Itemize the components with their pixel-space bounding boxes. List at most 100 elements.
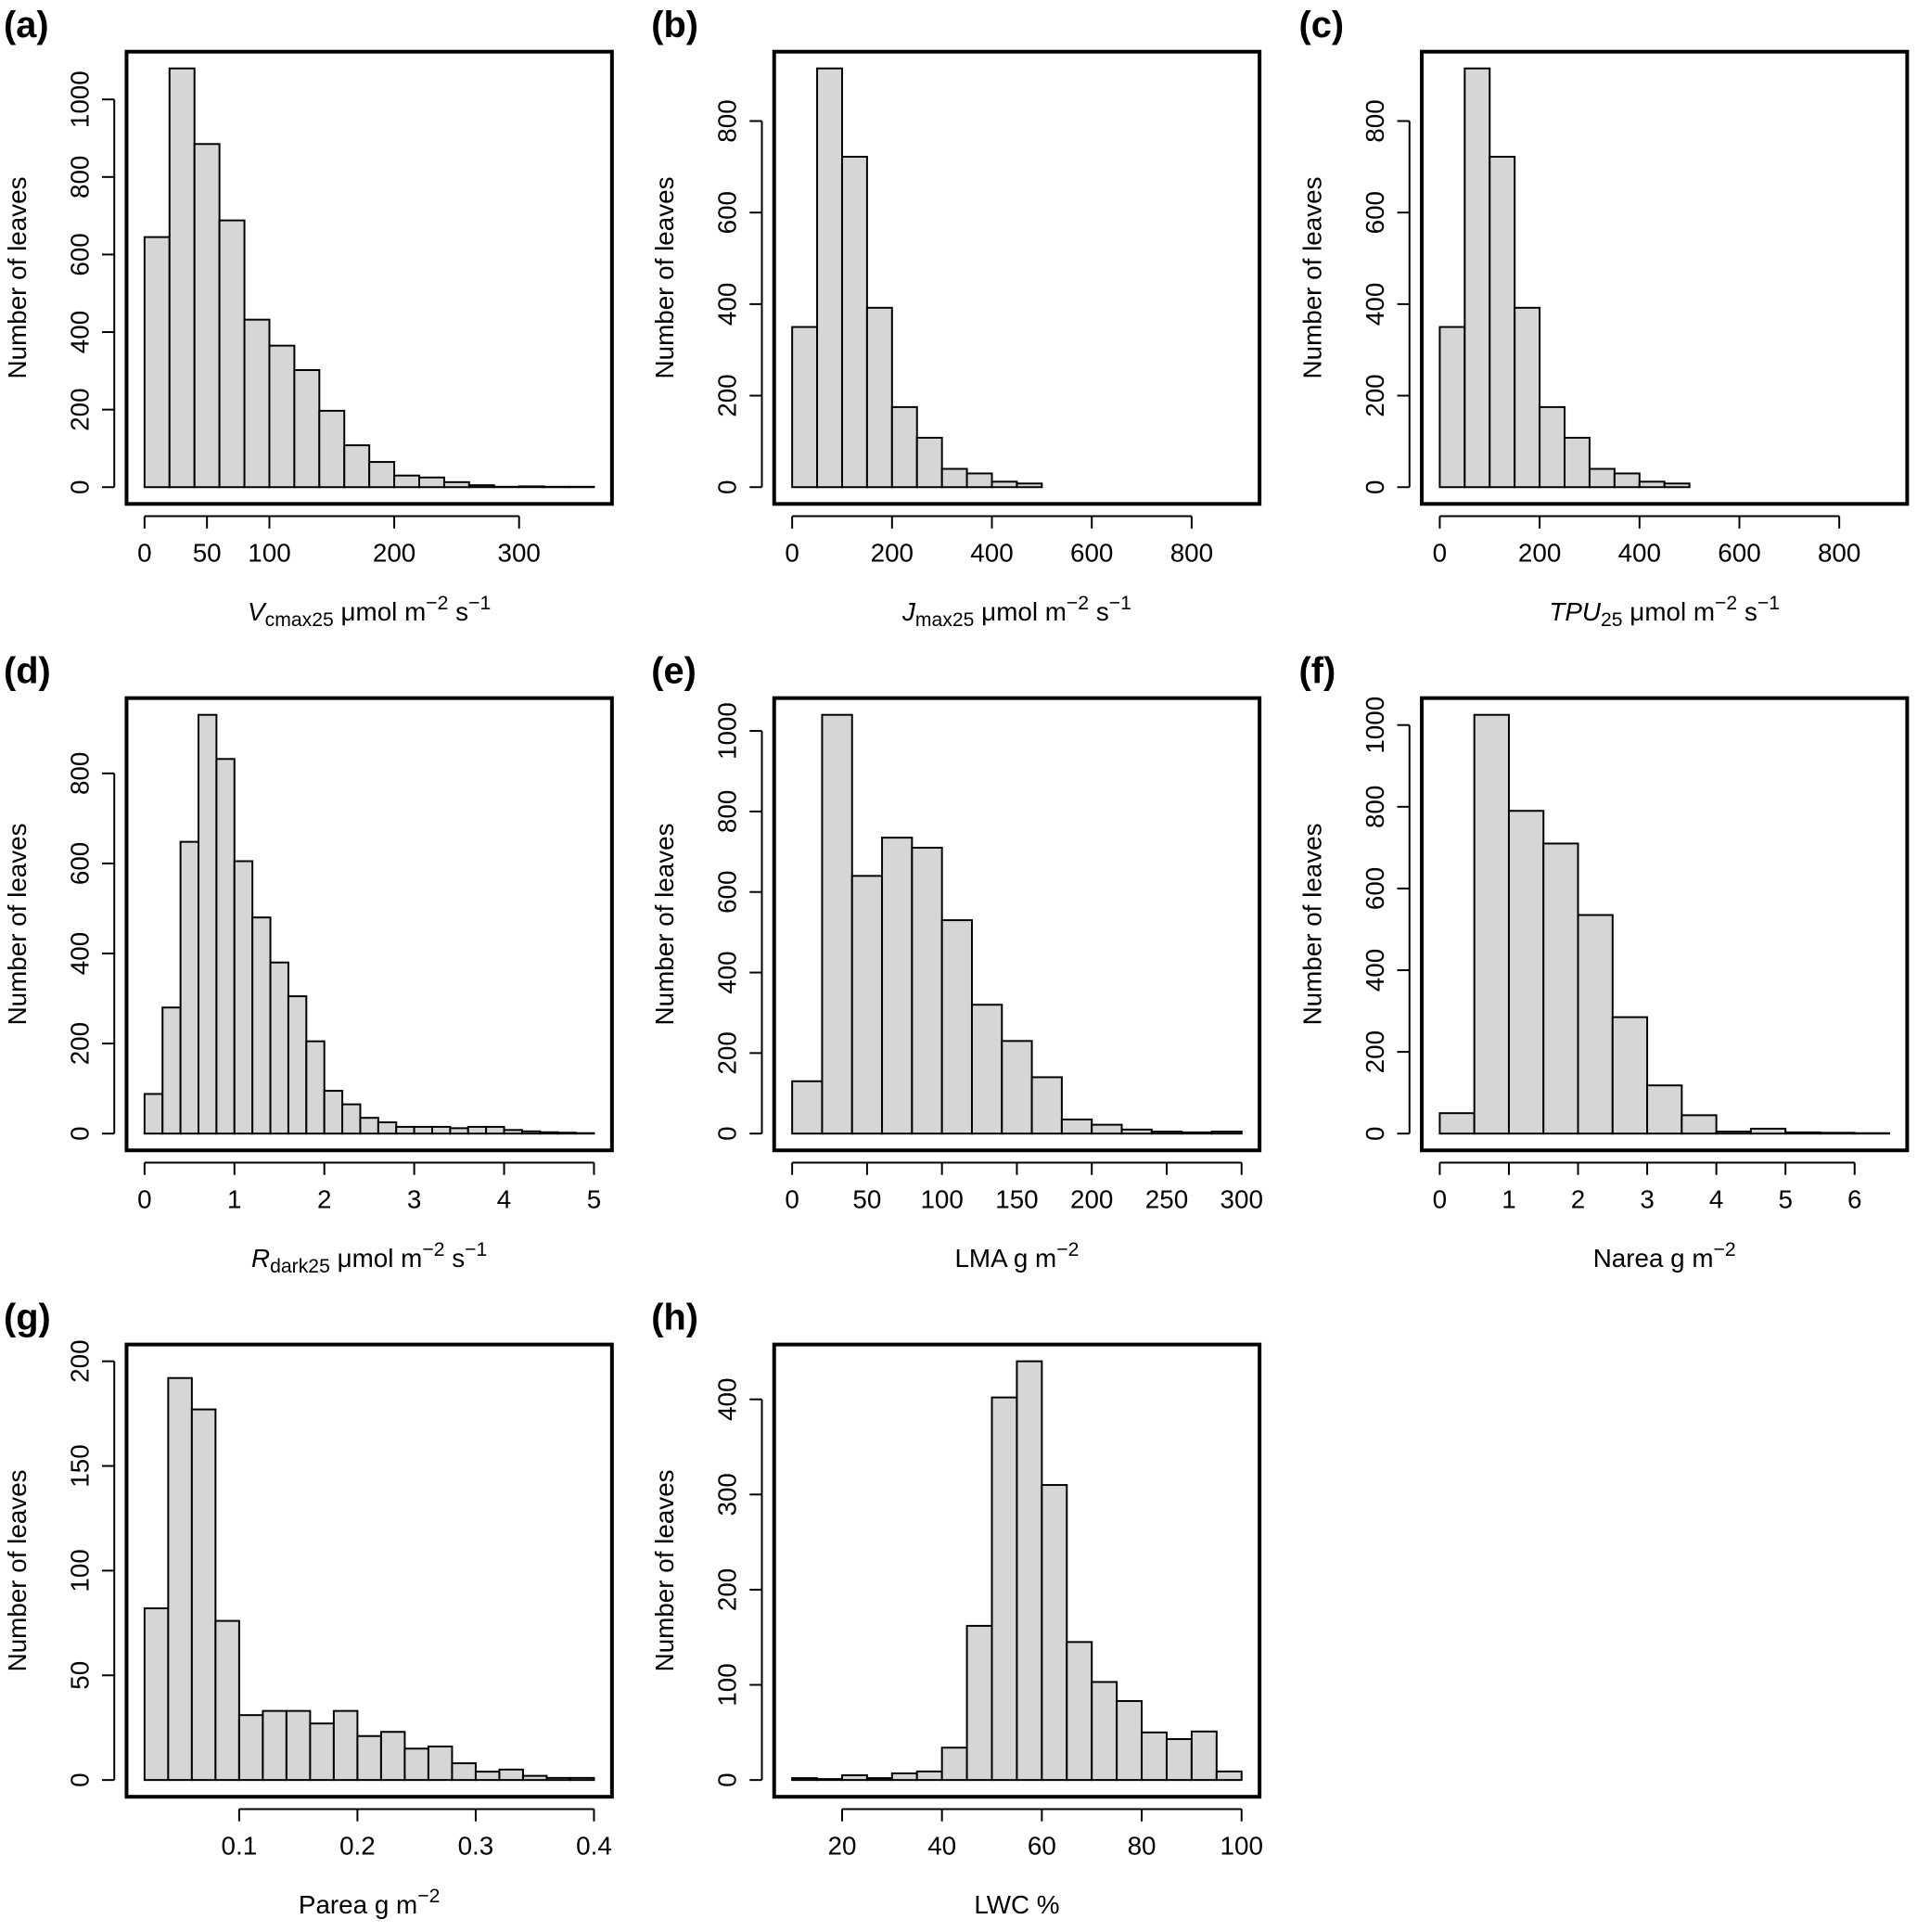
x-tick-label: 0.1: [222, 1831, 258, 1860]
histogram-bar: [890, 405, 918, 489]
histogram-bar: [427, 1746, 454, 1782]
histogram-bar: [1507, 810, 1545, 1135]
y-tick-label: 200: [713, 1031, 742, 1074]
histogram-bar: [1715, 1130, 1752, 1135]
x-label-segment: −1: [465, 1240, 487, 1261]
histogram-bar: [318, 409, 346, 489]
histogram-bar: [449, 1127, 469, 1135]
panel-d: 0 1 2 3 4 5 0 200 400 600 800 Number of leaves Rdark…: [3, 651, 614, 1277]
histogram-bar: [1016, 482, 1043, 489]
histogram-bar: [293, 368, 321, 489]
histogram-bar: [179, 840, 200, 1135]
histogram-bar: [403, 1747, 429, 1782]
x-tick-label: 0: [1433, 539, 1447, 568]
y-tick-label: 0: [713, 1126, 742, 1140]
x-label-segment: −1: [468, 594, 491, 615]
y-tick-label: 0: [1361, 480, 1389, 494]
x-label-segment: −2: [1056, 1240, 1079, 1261]
histogram-bar: [1030, 1076, 1063, 1135]
histogram-bar: [190, 1408, 217, 1782]
histogram-bar: [341, 1103, 362, 1135]
y-tick-label: 600: [713, 871, 742, 914]
x-tick-label: 0: [137, 1185, 151, 1214]
x-tick-label: 50: [852, 1185, 881, 1214]
plot-frame: [772, 696, 1262, 1153]
histogram-bar: [1463, 67, 1491, 489]
x-axis-label: Vcmax25 μmol m−2 s−1: [248, 594, 491, 632]
x-label-segment: −2: [417, 1887, 440, 1908]
plot-frame: [772, 49, 1262, 506]
y-tick-label: 100: [713, 1663, 742, 1706]
histogram-bar: [970, 1004, 1003, 1135]
x-tick-label: 4: [1709, 1185, 1723, 1214]
histogram-bar: [520, 1130, 542, 1135]
histogram-bar: [305, 1040, 326, 1135]
y-tick-label: 1000: [1361, 697, 1389, 754]
histogram-bar: [1489, 155, 1516, 489]
x-tick-label: 2: [1571, 1185, 1585, 1214]
histogram-bar: [1577, 914, 1614, 1135]
histogram-bar: [1215, 1770, 1243, 1782]
y-axis-label: Number of leaves: [650, 823, 679, 1025]
histogram-bar: [1066, 1641, 1093, 1782]
histogram-bar: [791, 1777, 819, 1782]
plot-frame: [124, 49, 614, 506]
histogram-bar: [990, 1396, 1018, 1782]
histogram-bar: [377, 1121, 398, 1135]
x-label-segment: LWC %: [974, 1890, 1059, 1919]
histogram-bar: [143, 1607, 170, 1782]
x-tick-label: 800: [1818, 539, 1860, 568]
histogram-bar: [167, 1376, 193, 1782]
y-tick-label: 0: [65, 480, 94, 494]
x-axis-label: TPU25 μmol m−2 s−1: [1549, 594, 1780, 632]
y-tick-label: 200: [1361, 1030, 1389, 1073]
panel-c: 0 200 400 600 800 0 200 400 600 800 Number of leav…: [1297, 5, 1910, 632]
x-label-segment: −1: [1109, 594, 1131, 615]
x-label-segment: R: [251, 1244, 270, 1273]
x-tick-label: 1: [1502, 1185, 1515, 1214]
x-tick-label: 800: [1170, 539, 1213, 568]
histogram-bar: [269, 961, 289, 1135]
histogram-bar: [143, 236, 171, 489]
x-tick-label: 6: [1847, 1185, 1861, 1214]
histogram-bar: [359, 1117, 379, 1135]
histogram-bar: [498, 1768, 524, 1782]
x-tick-label: 0: [785, 539, 799, 568]
x-axis-label: Narea g m−2: [1593, 1240, 1736, 1273]
x-label-segment: Narea g m: [1593, 1244, 1714, 1273]
y-tick-label: 0: [713, 1772, 742, 1786]
y-axis-label: Number of leaves: [1297, 177, 1326, 379]
x-tick-label: 200: [373, 539, 415, 568]
histogram-bar: [1041, 1484, 1068, 1782]
y-tick-label: 600: [65, 842, 94, 885]
histogram-bar: [451, 1762, 477, 1782]
histogram-bar: [521, 1774, 548, 1782]
x-label-segment: s: [448, 597, 468, 626]
y-tick-label: 800: [65, 156, 94, 198]
histogram-bar: [368, 461, 396, 489]
x-axis-label: LWC %: [974, 1890, 1059, 1919]
histogram-bar: [791, 326, 819, 489]
x-label-segment: TPU: [1549, 597, 1602, 626]
histogram-bar: [1150, 1131, 1183, 1135]
plot-frame: [124, 696, 614, 1153]
histogram-bar: [413, 1125, 434, 1135]
panel-e: 0 50 100 150 200 250 300 0 200 400 600 800 1000 Numbe…: [650, 651, 1263, 1273]
x-label-segment: μmol m: [330, 1244, 422, 1273]
x-axis-label: Jmax25 μmol m−2 s−1: [901, 594, 1131, 632]
histogram-bar: [1588, 467, 1616, 489]
histogram-bar: [1438, 1112, 1476, 1135]
y-tick-label: 200: [65, 1022, 94, 1065]
x-label-segment: J: [901, 597, 916, 626]
x-tick-label: 50: [193, 539, 222, 568]
y-tick-label: 800: [1361, 786, 1389, 828]
y-tick-label: 400: [65, 311, 94, 353]
panel-letter: (a): [4, 5, 49, 45]
x-label-segment: s: [1089, 597, 1109, 626]
histogram-bar: [1060, 1119, 1093, 1135]
histogram-bar: [1681, 1114, 1718, 1135]
x-label-segment: μmol m: [974, 597, 1066, 626]
plot-frame: [772, 1342, 1262, 1799]
x-tick-label: 100: [920, 1185, 963, 1214]
x-tick-label: 100: [248, 539, 290, 568]
